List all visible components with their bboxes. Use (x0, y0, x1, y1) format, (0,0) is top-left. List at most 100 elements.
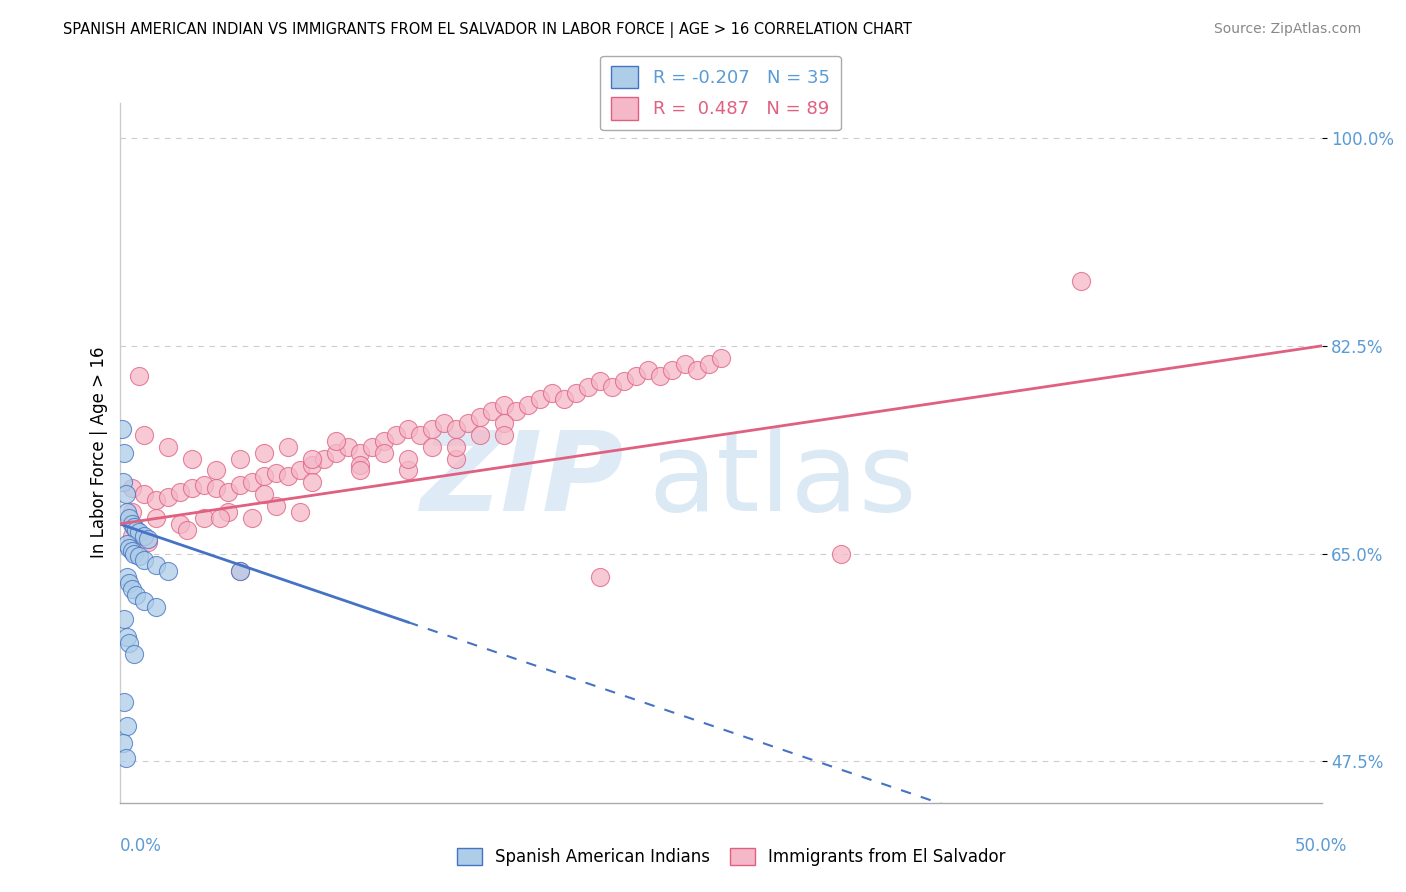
Point (277, 469, 299, 483)
Point (457, 416, 479, 430)
Point (240, 475, 263, 490)
Point (156, 565, 179, 579)
Point (288, 505, 311, 519)
Point (121, 516, 143, 531)
Point (325, 446, 347, 460)
Point (349, 446, 371, 460)
Point (589, 570, 612, 584)
Legend: R = -0.207   N = 35, R =  0.487   N = 89: R = -0.207 N = 35, R = 0.487 N = 89 (600, 55, 841, 130)
Point (301, 451, 323, 466)
Point (253, 487, 276, 501)
Point (228, 451, 250, 466)
Point (121, 481, 143, 495)
Point (118, 635, 141, 649)
Point (193, 477, 215, 491)
Point (125, 588, 148, 602)
Point (494, 428, 516, 442)
Y-axis label: In Labor Force | Age > 16: In Labor Force | Age > 16 (90, 347, 108, 558)
Point (385, 428, 408, 442)
Point (576, 380, 599, 394)
Point (444, 440, 467, 454)
Point (709, 351, 731, 365)
Point (132, 428, 155, 442)
Legend: Spanish American Indians, Immigrants from El Salvador: Spanish American Indians, Immigrants fro… (450, 841, 1012, 873)
Point (169, 484, 191, 499)
Point (217, 505, 239, 519)
Text: 0.0%: 0.0% (120, 837, 162, 855)
Point (468, 410, 492, 425)
Point (349, 463, 371, 477)
Point (349, 458, 371, 472)
Point (114, 750, 136, 764)
Point (361, 440, 384, 454)
Point (253, 469, 276, 483)
Point (541, 386, 564, 401)
Point (468, 428, 492, 442)
Point (565, 386, 588, 401)
Point (145, 599, 167, 614)
Point (121, 544, 143, 558)
Point (121, 582, 143, 597)
Point (118, 511, 141, 525)
Point (626, 368, 648, 383)
Point (228, 477, 250, 491)
Point (112, 475, 135, 490)
Point (336, 440, 359, 454)
Point (494, 398, 516, 412)
Point (115, 537, 138, 551)
Point (325, 434, 347, 448)
Point (553, 392, 575, 407)
Point (209, 511, 232, 525)
Point (145, 511, 167, 525)
Point (264, 466, 287, 480)
Point (122, 648, 145, 662)
Point (1070, 274, 1092, 288)
Point (505, 404, 527, 418)
Point (156, 440, 179, 454)
Point (228, 565, 250, 579)
Point (697, 357, 720, 371)
Point (128, 525, 150, 540)
Point (240, 511, 263, 525)
Point (121, 505, 143, 519)
Point (301, 458, 323, 472)
Point (193, 511, 215, 525)
Point (661, 362, 683, 376)
Point (132, 552, 155, 566)
Point (373, 434, 395, 448)
Point (115, 570, 138, 584)
Point (180, 451, 202, 466)
Point (602, 380, 624, 394)
Point (132, 594, 155, 608)
Point (176, 523, 198, 537)
Text: 50.0%: 50.0% (1295, 837, 1347, 855)
Point (115, 505, 138, 519)
Point (118, 541, 141, 555)
Point (112, 612, 135, 626)
Point (650, 368, 672, 383)
Point (517, 398, 540, 412)
Point (589, 375, 612, 389)
Point (830, 547, 852, 561)
Point (494, 416, 516, 430)
Text: SPANISH AMERICAN INDIAN VS IMMIGRANTS FROM EL SALVADOR IN LABOR FORCE | AGE > 16: SPANISH AMERICAN INDIAN VS IMMIGRANTS FR… (63, 22, 912, 38)
Point (409, 428, 432, 442)
Point (685, 362, 707, 376)
Point (204, 481, 226, 495)
Point (396, 451, 419, 466)
Point (253, 446, 276, 460)
Point (264, 499, 287, 513)
Point (122, 547, 145, 561)
Point (420, 422, 443, 436)
Point (118, 576, 141, 591)
Point (138, 534, 160, 549)
Point (132, 529, 155, 543)
Point (481, 404, 503, 418)
Point (145, 493, 167, 508)
Point (444, 451, 467, 466)
Point (288, 463, 311, 477)
Point (169, 516, 191, 531)
Point (121, 529, 143, 543)
Point (145, 558, 167, 573)
Point (529, 392, 551, 407)
